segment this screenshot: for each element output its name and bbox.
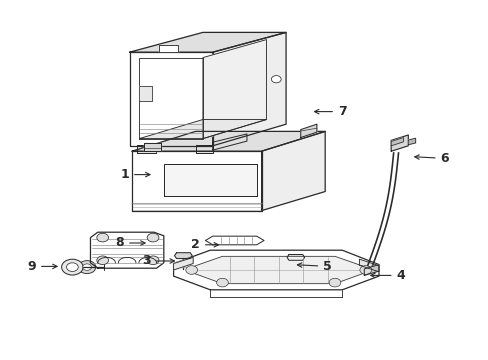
Text: 1: 1 [120,168,150,181]
Polygon shape [144,143,161,151]
Text: 3: 3 [142,255,174,267]
Circle shape [61,259,83,275]
Text: 7: 7 [314,105,346,118]
Polygon shape [173,257,193,270]
Polygon shape [212,32,285,146]
Circle shape [359,266,371,274]
Polygon shape [407,138,415,145]
Text: 5: 5 [297,260,331,273]
Circle shape [216,278,228,287]
Circle shape [82,264,91,270]
Circle shape [78,261,96,274]
Polygon shape [132,151,261,211]
Polygon shape [139,58,203,139]
Polygon shape [300,124,316,138]
Polygon shape [163,164,256,196]
Polygon shape [132,131,325,151]
Polygon shape [129,52,212,146]
Text: 4: 4 [370,269,405,282]
Circle shape [271,76,281,83]
Polygon shape [390,135,407,151]
Polygon shape [174,253,192,258]
Polygon shape [90,232,163,268]
Polygon shape [203,40,266,139]
Text: 2: 2 [191,238,218,251]
Polygon shape [191,256,365,284]
Polygon shape [261,131,325,211]
Polygon shape [390,138,403,146]
Circle shape [147,233,159,242]
Polygon shape [173,250,378,290]
Polygon shape [205,236,264,245]
Polygon shape [359,259,378,272]
Text: 9: 9 [27,260,57,273]
Polygon shape [139,120,266,139]
Polygon shape [139,86,151,101]
Polygon shape [159,45,178,52]
Circle shape [147,256,159,265]
Polygon shape [286,255,304,260]
Circle shape [185,266,197,274]
Polygon shape [212,134,246,150]
Polygon shape [137,145,156,153]
Polygon shape [195,145,212,153]
Circle shape [328,278,340,287]
Circle shape [66,263,78,271]
Polygon shape [129,32,285,52]
Circle shape [97,233,108,242]
Polygon shape [364,265,378,275]
Text: 6: 6 [414,152,448,165]
Circle shape [97,256,108,265]
Text: 8: 8 [115,237,145,249]
